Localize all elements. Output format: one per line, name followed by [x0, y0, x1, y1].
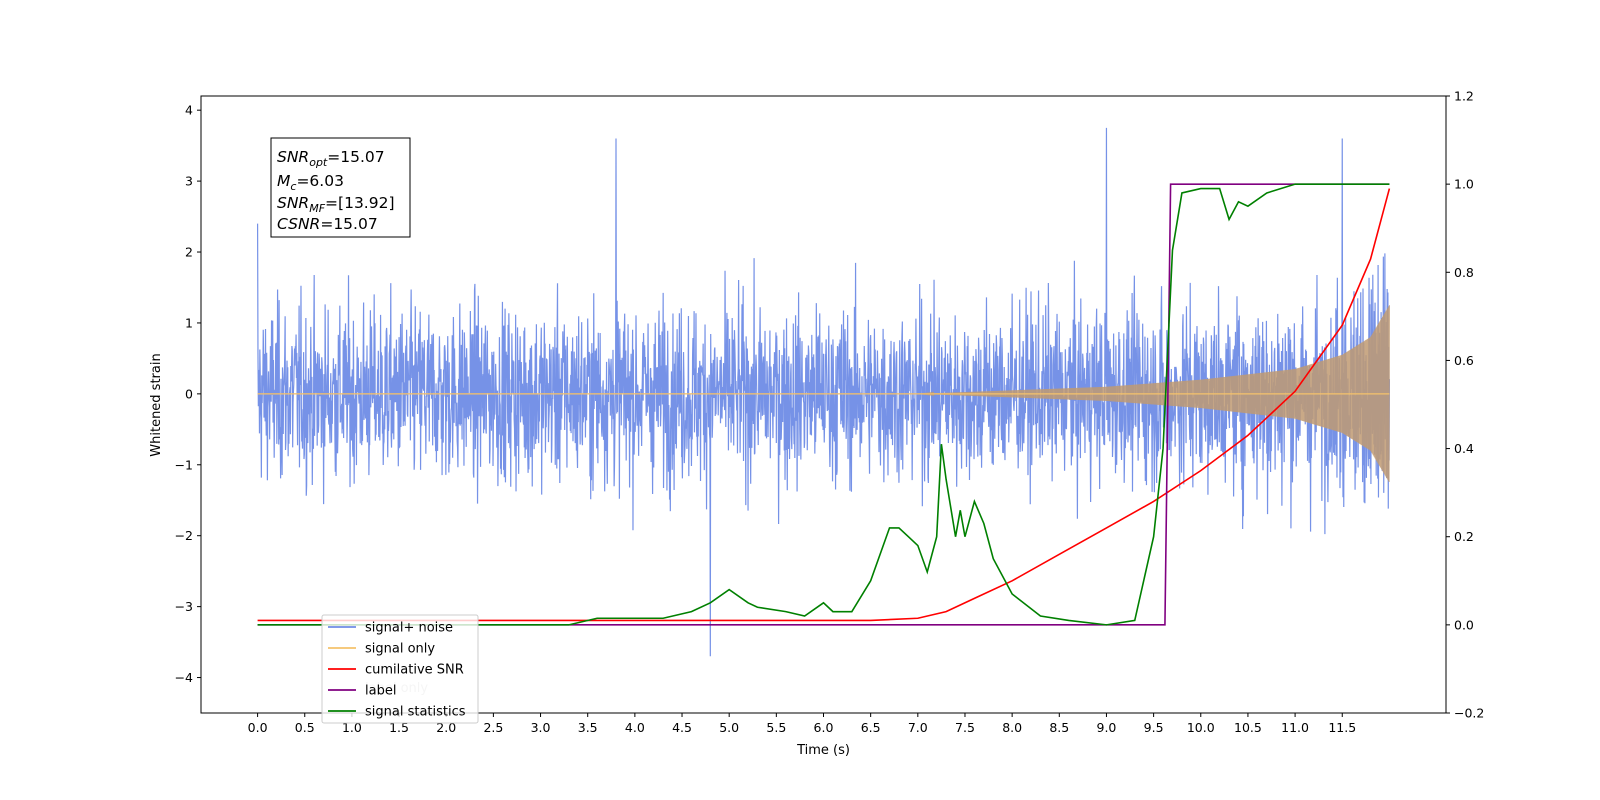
y-right-tick-label: 0.4: [1454, 441, 1474, 456]
y-right-tick-label: 1.0: [1454, 177, 1474, 192]
y-left-tick-label: −3: [175, 599, 193, 614]
y-right-tick-label: 0.0: [1454, 617, 1474, 632]
x-tick-label: 0.0: [248, 720, 268, 735]
x-tick-label: 7.5: [955, 720, 975, 735]
x-tick-label: 1.0: [342, 720, 362, 735]
series-layer: [256, 127, 1391, 657]
x-tick-label: 11.5: [1328, 720, 1356, 735]
x-tick-label: 3.5: [578, 720, 598, 735]
x-tick-label: 4.0: [625, 720, 645, 735]
snr-opt-value: =15.07: [327, 148, 384, 166]
x-tick-label: 8.5: [1049, 720, 1069, 735]
y-left-tick-label: 4: [185, 103, 193, 118]
legend-label: signal only: [365, 642, 435, 657]
x-tick-label: 4.5: [672, 720, 692, 735]
y-left-tick-label: −4: [175, 670, 193, 685]
y-right-tick-label: 0.6: [1454, 353, 1474, 368]
x-tick-label: 3.0: [531, 720, 551, 735]
stats-annotation: SNRopt=15.07 Mc=6.03 SNRMF=[13.92] CSNR=…: [270, 137, 411, 238]
y-left-tick-label: 0: [185, 386, 193, 401]
x-axis-label: Time (s): [796, 743, 850, 758]
y-right-tick-label: 0.8: [1454, 265, 1474, 280]
legend-box: [321, 614, 479, 724]
y-right-tick-label: 0.2: [1454, 529, 1474, 544]
x-tick-label: 10.0: [1187, 720, 1215, 735]
y-right-tick-label: 1.2: [1454, 89, 1474, 104]
x-tick-label: 5.5: [766, 720, 786, 735]
y-left-tick-label: 3: [185, 174, 193, 189]
y-left-tick-label: −2: [175, 528, 193, 543]
csnr-value: =15.07: [320, 215, 377, 233]
series-signal-plus-noise-line: [256, 127, 1391, 657]
legend-label: signal+ noise: [365, 621, 453, 636]
series-signal-statistics-line: [257, 183, 1390, 626]
x-tick-label: 1.5: [389, 720, 409, 735]
y-left-tick-label: −1: [175, 457, 193, 472]
legend-label: signal statistics: [365, 705, 466, 720]
x-tick-label: 7.0: [908, 720, 928, 735]
mc-value: =6.03: [296, 172, 344, 190]
svg-text:CSNR=15.07: CSNR=15.07: [277, 215, 378, 233]
y-left-tick-label: 2: [185, 245, 193, 260]
x-tick-label: 9.5: [1144, 720, 1164, 735]
y-left-tick-label: 1: [185, 315, 193, 330]
x-tick-label: 2.0: [436, 720, 456, 735]
legend-label: label: [365, 684, 396, 699]
y-axis-label-left: Whitened strain: [149, 353, 164, 456]
y-right-tick-label: −0.2: [1454, 706, 1484, 721]
x-tick-label: 8.0: [1002, 720, 1022, 735]
x-tick-label: 5.0: [719, 720, 739, 735]
x-tick-label: 0.5: [295, 720, 315, 735]
stats-annotation-box: [270, 137, 411, 238]
legend-label: cumilative SNR: [365, 663, 464, 678]
x-tick-label: 6.0: [814, 720, 834, 735]
svg-text:Mc=6.03: Mc=6.03: [277, 172, 344, 193]
series-cumilative-snr-line: [257, 188, 1391, 622]
x-tick-label: 11.0: [1281, 720, 1309, 735]
ticks-layer: 0.0 0.5 1.0 1.5 2.0 2.5 3.0 3.5 4.0 4.5 5.0 5.5 6.0 6…: [175, 89, 1485, 736]
svg-text:SNRopt=15.07: SNRopt=15.07: [277, 148, 385, 169]
x-tick-label: 10.5: [1234, 720, 1262, 735]
svg-text:SNRMF=[13.92]: SNRMF=[13.92]: [277, 194, 395, 215]
x-tick-label: 9.0: [1097, 720, 1117, 735]
x-tick-label: 2.5: [483, 720, 503, 735]
snr-mf-value: =[13.92]: [325, 194, 394, 212]
x-tick-label: 6.5: [861, 720, 881, 735]
series-label-line: [257, 183, 1390, 626]
